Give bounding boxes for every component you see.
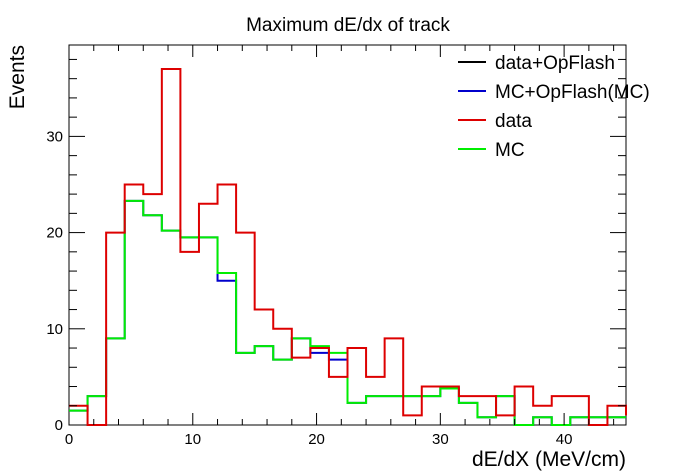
x-tick-label: 10 xyxy=(184,431,201,448)
legend-entry-label: data xyxy=(495,111,532,132)
x-tick-label: 40 xyxy=(556,431,573,448)
plot-frame xyxy=(68,44,627,426)
series-line-mc xyxy=(69,199,626,426)
x-tick-label: 30 xyxy=(432,431,449,448)
y-tick-label: 30 xyxy=(46,128,63,145)
legend-entry-label: data+OpFlash xyxy=(495,53,615,74)
y-tick-label: 0 xyxy=(55,417,63,434)
x-tick-label: 20 xyxy=(308,431,325,448)
legend-entry-label: MC xyxy=(495,140,525,161)
y-tick-label: 10 xyxy=(46,321,63,338)
legend-entry-label: MC+OpFlash(MC) xyxy=(495,82,650,103)
chart-title: Maximum dE/dx of track xyxy=(246,15,450,36)
series-line-data xyxy=(69,68,627,426)
y-tick-label: 20 xyxy=(46,225,63,242)
x-tick-label: 0 xyxy=(65,431,73,448)
x-axis-title: dE/dX (MeV/cm) xyxy=(472,448,626,471)
y-axis-title: Events xyxy=(6,45,29,109)
